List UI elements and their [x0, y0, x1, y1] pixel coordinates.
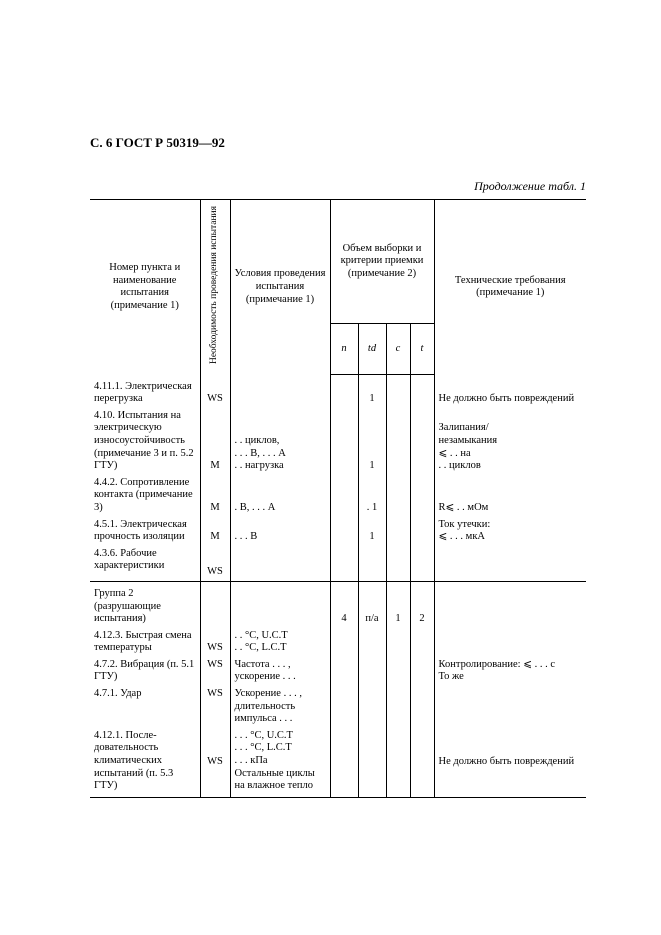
th-group: Объем выборки и критерии приемки (примеч…	[330, 199, 434, 323]
page-header: С. 6 ГОСТ Р 50319—92	[90, 135, 586, 151]
table-caption: Продолжение табл. 1	[90, 179, 586, 193]
th-c: c	[386, 324, 410, 375]
table-row: 4.12.1. После­довательность климатически…	[90, 728, 586, 797]
table-row: 4.5.1. Электри­ческая прочность изоляции…	[90, 517, 586, 546]
th-n: n	[330, 324, 358, 375]
th-td: td	[358, 324, 386, 375]
th-name: Номер пункта и наименование испытания (п…	[90, 199, 200, 374]
table-row: 4.7.2. Вибрация (п. 5.1 ГТУ) WS Частота …	[90, 657, 586, 686]
table-row: Группа 2 (разрушающие испытания) 4 п/а 1…	[90, 581, 586, 627]
table-row: 4.3.6. Рабочие характеристики WS	[90, 546, 586, 582]
table-row: 4.7.1. Удар WS Ускорение . . . , длитель…	[90, 686, 586, 728]
table-row: 4.12.3. Быстрая смена температу­ры WS . …	[90, 628, 586, 657]
th-t: t	[410, 324, 434, 375]
th-need: Необходимость проведения испытания	[200, 199, 230, 374]
th-cond: Условия про­ведения испыта­ния (примеча­…	[230, 199, 330, 374]
table-row: 4.10. Испытания на электрическую износоу…	[90, 408, 586, 475]
table-row: 4.11.1. Электри­ческая перегрузка WS 1 Н…	[90, 375, 586, 408]
test-table: Номер пункта и наименование испытания (п…	[90, 199, 586, 798]
th-req: Технические требования (примечание 1)	[434, 199, 586, 374]
table-row: 4.4.2. Сопротив­ление контакта (примечан…	[90, 475, 586, 517]
